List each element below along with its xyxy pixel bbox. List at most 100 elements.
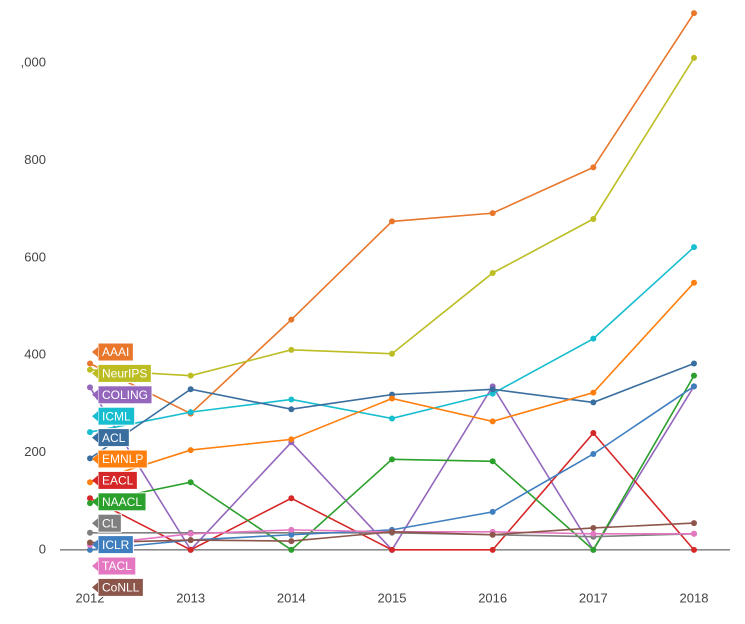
data-point — [489, 418, 496, 425]
tag-label: NeurIPS — [102, 367, 147, 381]
tag-arrow — [92, 582, 98, 593]
y-tick-label: 600 — [24, 249, 46, 264]
data-point — [590, 389, 597, 396]
data-point — [489, 546, 496, 553]
tag-label: CL — [102, 516, 118, 530]
series-tag: NAACL — [92, 492, 147, 512]
tag-arrow — [92, 539, 98, 550]
data-point — [389, 218, 395, 225]
data-point — [590, 335, 597, 342]
tag-label: AAAI — [102, 345, 129, 359]
tag-label: COLING — [102, 388, 148, 402]
tag-arrow — [92, 496, 98, 507]
series-tag: TACL — [92, 556, 137, 576]
tag-arrow — [92, 561, 98, 571]
x-tick-label: 2016 — [478, 590, 507, 605]
x-tick-label: 2015 — [378, 590, 407, 605]
tag-label: TACL — [102, 559, 132, 573]
series-line — [89, 384, 695, 552]
data-point — [87, 495, 93, 502]
series-line — [89, 246, 695, 433]
data-point — [590, 164, 597, 171]
data-point — [187, 546, 194, 553]
data-point — [288, 316, 295, 323]
data-point — [87, 546, 93, 553]
data-point — [288, 346, 295, 353]
data-point — [691, 244, 697, 251]
data-point — [187, 530, 194, 537]
data-point — [187, 409, 194, 416]
data-point — [187, 386, 194, 393]
data-point — [389, 350, 395, 357]
data-point — [489, 269, 496, 276]
data-point — [489, 531, 496, 538]
series-tag: EACL — [92, 470, 138, 490]
data-point — [489, 508, 496, 515]
tag-arrow — [92, 347, 98, 357]
data-point — [288, 526, 295, 533]
x-tick-label: 2013 — [176, 590, 205, 605]
data-point — [691, 54, 697, 61]
tag-arrow — [92, 389, 98, 400]
data-point — [691, 279, 697, 286]
data-point — [187, 447, 194, 454]
tag-label: EMNLP — [102, 452, 143, 466]
data-point — [590, 546, 597, 553]
tag-arrow — [92, 518, 98, 529]
x-tick-label: 2018 — [680, 590, 709, 605]
data-point — [489, 386, 496, 393]
data-point — [691, 530, 697, 537]
y-tick-label: 0 — [39, 541, 46, 556]
data-point — [691, 520, 697, 527]
data-point — [288, 531, 295, 538]
data-point — [590, 524, 597, 531]
tag-arrow — [92, 368, 98, 379]
data-point — [87, 529, 93, 536]
series-tag: EMNLP — [92, 449, 148, 469]
y-tick-label: 1,000 — [13, 55, 46, 70]
data-point — [87, 384, 93, 391]
data-point — [389, 395, 395, 402]
data-point — [187, 479, 194, 486]
data-point — [489, 210, 496, 217]
tag-arrow — [92, 475, 98, 486]
data-point — [691, 360, 697, 367]
tag-label: ICML — [102, 409, 131, 423]
series-tag: COLING — [92, 385, 153, 405]
tag-arrow — [92, 411, 98, 422]
tag-label: NAACL — [102, 495, 142, 509]
data-point — [590, 450, 597, 457]
data-point — [87, 429, 93, 436]
y-tick-label: 400 — [24, 347, 46, 362]
data-point — [288, 406, 295, 413]
data-point — [489, 458, 496, 465]
data-point — [187, 537, 194, 544]
data-point — [389, 456, 395, 463]
tag-arrow — [92, 432, 98, 443]
data-point — [288, 495, 295, 502]
data-point — [187, 372, 194, 379]
y-tick-label: 200 — [24, 444, 46, 459]
data-point — [87, 455, 93, 462]
series-tag: ACL — [92, 428, 130, 448]
data-point — [288, 538, 295, 545]
data-point — [590, 430, 597, 437]
data-point — [87, 479, 93, 486]
data-point — [288, 546, 295, 553]
data-point — [590, 530, 597, 537]
data-point — [288, 396, 295, 403]
data-point — [691, 10, 697, 17]
data-point — [288, 436, 295, 443]
plot-area — [87, 10, 697, 553]
data-point — [87, 366, 93, 373]
series-line — [89, 57, 695, 377]
tag-label: CoNLL — [102, 581, 140, 595]
series-tag: NeurIPS — [92, 363, 152, 383]
series-line — [89, 385, 695, 551]
tag-label: ICLR — [102, 538, 130, 552]
tag-arrow — [92, 454, 98, 464]
tag-label: ACL — [102, 431, 126, 445]
series-tag: ICML — [92, 406, 136, 426]
data-point — [691, 372, 697, 379]
